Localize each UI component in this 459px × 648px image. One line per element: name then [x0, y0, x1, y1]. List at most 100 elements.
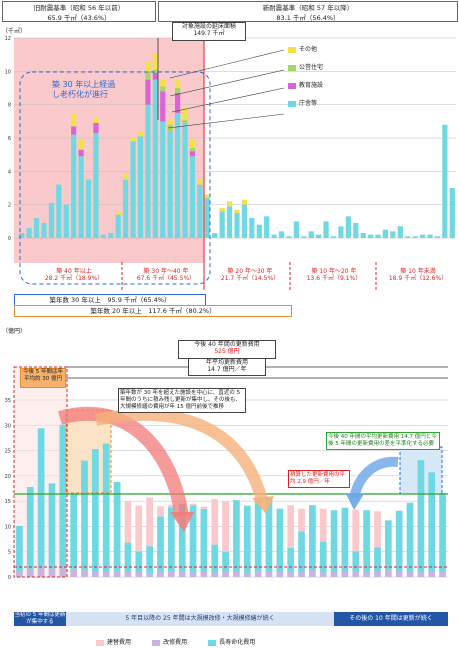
top-bar-segment — [145, 104, 151, 239]
top-bar-segment — [48, 203, 55, 238]
top-bar-segment — [175, 79, 181, 88]
top-bar-segment — [137, 136, 144, 238]
legend-pointer-office — [167, 113, 285, 129]
top-bar-segment — [145, 79, 151, 105]
bottom-bar-segment — [157, 516, 164, 572]
top-bar-segment — [123, 173, 129, 180]
bottom-bar-segment — [276, 508, 284, 572]
band-20to30-value: 21.7 千㎡（14.5%） — [220, 275, 280, 282]
top-bar-segment — [360, 233, 366, 238]
top-bar-segment — [130, 138, 136, 142]
top-bar-segment — [249, 218, 255, 238]
legend-swatch-rebuild — [96, 639, 104, 646]
legend-other: その他 — [288, 46, 344, 64]
bottom-bar-segment — [428, 570, 436, 577]
top-bar-segment — [353, 223, 359, 238]
avg-cost-title: 年平均更新費用 — [205, 359, 248, 366]
bottom-bar-segment — [124, 542, 132, 572]
top-bar-segment — [137, 131, 144, 137]
bottom-bar-segment — [428, 472, 436, 571]
bottom-bar-segment — [113, 481, 121, 571]
top-bar-segment — [100, 234, 106, 238]
bottom-bars — [16, 424, 446, 577]
top-bar-segment — [160, 86, 166, 92]
top-bar-segment — [85, 179, 92, 238]
bottom-y-tick-label: 5 — [8, 550, 11, 556]
top-bar-segment — [189, 156, 196, 238]
top-bar-segment — [78, 149, 84, 157]
bottom-bar-segment — [135, 505, 143, 552]
top-bar-segment — [152, 79, 158, 239]
band-40plus-label: 築 40 年以上 — [56, 268, 92, 275]
bottom-bar-segment — [298, 572, 305, 577]
green-note: 今後 40 年間の平均更新費用 14.7 億円と今後 5 年間の更新費用の差を平… — [326, 432, 440, 450]
legend-swatch-longevity — [208, 639, 217, 646]
legend-swatch-repair — [152, 639, 161, 646]
legend-swatch-education — [288, 82, 296, 89]
first5-note: 今後 5 年間は年平均約 30 億円 — [20, 368, 66, 388]
band-30to40-label: 築 30 年～40 年 — [143, 268, 189, 275]
bottom-bar-segment — [48, 568, 56, 577]
top-bar-segment — [145, 61, 151, 72]
bottom-bar-segment — [384, 570, 392, 577]
orange-arrow-head — [252, 496, 274, 514]
legend-office: 庁舎等 — [288, 100, 344, 118]
bottom-bar-segment — [102, 443, 110, 572]
bottom-bar-segment — [222, 571, 229, 577]
top-bar-segment — [241, 199, 248, 205]
blue-arrow-head — [346, 494, 364, 510]
bottom-y-ticks: 0 5 10 15 20 25 30 35 — [5, 398, 11, 581]
top-bar-segment — [182, 119, 188, 123]
bottom-bar-segment — [233, 571, 240, 577]
orange-arrow-path — [94, 408, 268, 502]
bottom-bar-segment — [81, 570, 88, 577]
band-40plus: 築 40 年以上 28.2 千㎡（18.9%） — [34, 268, 114, 282]
footer-last: その後の 10 年間は更新が続く — [334, 612, 448, 626]
blue-arrow-path — [349, 456, 399, 500]
band-10to20: 築 10 年～20 年 13.6 千㎡（9.1%） — [296, 268, 372, 282]
top-bar-segment — [93, 123, 99, 133]
top-bar-segment — [316, 234, 322, 238]
new-standard-title: 新耐震基準（昭和 57 年以降） — [262, 4, 354, 12]
top-bar-segment — [189, 148, 196, 152]
top-y-tick-label: 0 — [8, 236, 11, 242]
top-bar-segment — [160, 121, 166, 238]
bottom-bar-segment — [146, 572, 153, 577]
top-bar-segment — [338, 226, 344, 238]
top-bar-segment — [264, 216, 270, 238]
top-bar-segment — [271, 234, 277, 238]
bottom-bar-segment — [243, 572, 251, 577]
top-bar-segment — [189, 139, 196, 148]
bottom-bar-segment — [352, 509, 360, 552]
top-bar-segment — [71, 134, 77, 238]
top-bar-segment — [33, 218, 40, 238]
bottom-bar-segment — [363, 571, 370, 577]
top-y-tick-label: 12 — [5, 36, 11, 42]
sum-20years: 築年数 20 年以上 117.6 千㎡（80.2%） — [14, 305, 292, 317]
top-bar-segment — [434, 236, 441, 238]
top-bar-segment — [189, 151, 196, 157]
bottom-bar-segment — [439, 493, 446, 572]
bottom-bar-segment — [167, 571, 175, 577]
bottom-bar-segment — [81, 460, 88, 571]
top-bar-segment — [78, 156, 84, 238]
bottom-bar-segment — [265, 498, 273, 572]
bottom-bar-segment — [309, 570, 316, 577]
bottom-y-tick-label: 15 — [5, 499, 11, 505]
top-bar-segment — [152, 69, 158, 73]
bottom-y-tick-label: 25 — [5, 449, 11, 455]
bottom-bar-segment — [243, 505, 251, 573]
top-bar-segment — [204, 194, 210, 198]
top-bar-segment — [115, 211, 121, 215]
top-bar-segment — [219, 208, 225, 212]
bottom-bar-segment — [200, 571, 208, 577]
top-bar-segment — [419, 234, 426, 238]
top-bar-segment — [345, 216, 351, 238]
bottom-bar-segment — [406, 571, 414, 577]
bottom-bar-segment — [189, 572, 197, 577]
top-bar-segment — [197, 184, 203, 238]
top-bar-segment — [197, 179, 203, 185]
bottom-bar-segment — [167, 507, 175, 572]
top-bar-segment — [204, 198, 210, 238]
band-10to20-label: 築 10 年～20 年 — [311, 268, 357, 275]
